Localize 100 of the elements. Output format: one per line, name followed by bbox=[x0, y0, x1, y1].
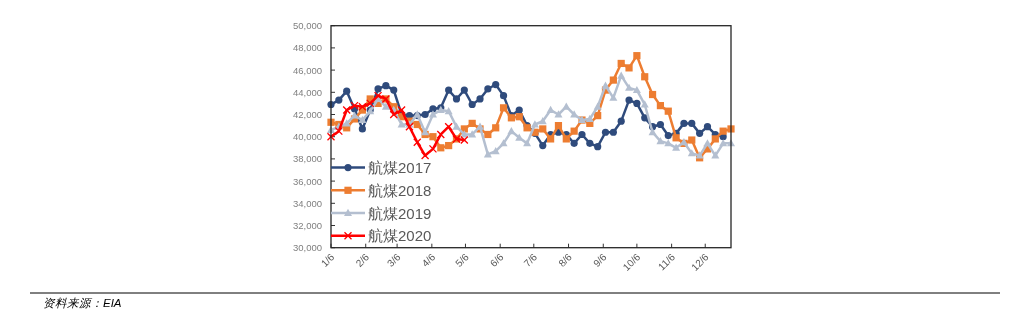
legend-label: 航煤2018 bbox=[368, 181, 432, 199]
x-tick-label: 9/6 bbox=[591, 251, 609, 269]
point bbox=[687, 149, 696, 157]
point bbox=[390, 86, 398, 94]
x-tick-label: 6/6 bbox=[487, 251, 506, 269]
x-tick-label: 8/6 bbox=[556, 251, 575, 269]
point bbox=[445, 86, 453, 94]
point bbox=[445, 141, 453, 150]
point bbox=[617, 71, 626, 79]
point bbox=[468, 130, 477, 138]
x-tick-label: 5/6 bbox=[453, 251, 472, 269]
point bbox=[633, 52, 641, 60]
point bbox=[664, 131, 672, 140]
point bbox=[625, 64, 633, 72]
point bbox=[617, 59, 625, 68]
y-tick-label: 48,000 bbox=[292, 42, 322, 54]
y-tick-label: 30,000 bbox=[292, 242, 322, 254]
point bbox=[656, 136, 665, 145]
y-tick-label: 42,000 bbox=[292, 109, 322, 120]
point bbox=[727, 125, 735, 133]
point bbox=[428, 144, 438, 154]
x-tick-label: 2/6 bbox=[353, 251, 372, 269]
point bbox=[609, 128, 617, 136]
point bbox=[585, 114, 594, 122]
point bbox=[570, 127, 578, 135]
point bbox=[601, 81, 610, 89]
y-tick-label: 34,000 bbox=[292, 197, 322, 209]
point bbox=[547, 135, 555, 143]
point bbox=[397, 105, 406, 115]
x-tick-label: 1/6 bbox=[318, 251, 337, 269]
point bbox=[492, 124, 500, 132]
point bbox=[382, 82, 390, 90]
point bbox=[421, 110, 429, 119]
point bbox=[539, 125, 547, 133]
point bbox=[335, 96, 343, 104]
x-tick-label: 4/6 bbox=[419, 251, 438, 269]
y-tick-label: 50,000 bbox=[292, 20, 322, 32]
point bbox=[656, 102, 665, 110]
point bbox=[719, 139, 728, 147]
point bbox=[326, 132, 336, 141]
point bbox=[499, 92, 508, 100]
point bbox=[444, 122, 453, 131]
y-tick-label: 32,000 bbox=[292, 220, 322, 231]
point bbox=[342, 119, 351, 127]
point bbox=[601, 128, 610, 136]
point bbox=[554, 122, 563, 130]
point bbox=[499, 139, 508, 147]
point bbox=[491, 146, 500, 155]
point bbox=[711, 151, 720, 159]
point bbox=[476, 95, 484, 103]
point bbox=[484, 130, 492, 139]
point bbox=[334, 127, 343, 136]
x-tick-label: 10/6 bbox=[620, 251, 643, 273]
point bbox=[570, 139, 578, 147]
point bbox=[641, 73, 649, 81]
point bbox=[437, 144, 445, 152]
y-tick-label: 46,000 bbox=[292, 64, 322, 76]
point bbox=[538, 116, 547, 125]
point bbox=[640, 100, 649, 108]
point bbox=[578, 130, 586, 139]
point bbox=[609, 93, 618, 101]
point bbox=[593, 102, 602, 110]
x-tick-label: 7/6 bbox=[521, 251, 540, 269]
point bbox=[562, 135, 570, 143]
point bbox=[632, 85, 641, 94]
y-tick-label: 36,000 bbox=[292, 175, 322, 187]
point bbox=[703, 123, 712, 131]
legend-label: 航煤2019 bbox=[368, 204, 432, 222]
point bbox=[696, 129, 704, 137]
point bbox=[625, 83, 634, 91]
point bbox=[468, 119, 476, 127]
point bbox=[420, 151, 430, 160]
point bbox=[381, 102, 390, 110]
point bbox=[492, 80, 500, 89]
point bbox=[539, 141, 547, 150]
point bbox=[507, 126, 516, 135]
point bbox=[586, 139, 594, 147]
point bbox=[703, 139, 712, 147]
point bbox=[680, 119, 688, 127]
point bbox=[648, 90, 657, 99]
point bbox=[429, 105, 437, 113]
y-tick-label: 44,000 bbox=[292, 86, 322, 98]
point bbox=[641, 114, 649, 122]
point bbox=[688, 119, 696, 127]
point bbox=[374, 85, 382, 93]
point bbox=[672, 134, 680, 142]
point bbox=[452, 95, 461, 103]
point bbox=[633, 99, 641, 107]
x-tick-label: 12/6 bbox=[689, 251, 711, 273]
point bbox=[515, 106, 523, 114]
point bbox=[656, 120, 665, 129]
point bbox=[436, 130, 445, 139]
point bbox=[664, 107, 672, 115]
point bbox=[460, 86, 468, 94]
legend-label: 航煤2017 bbox=[368, 159, 432, 177]
point bbox=[342, 105, 351, 115]
point bbox=[499, 104, 508, 112]
point bbox=[609, 76, 617, 84]
point bbox=[350, 111, 359, 119]
point bbox=[429, 133, 437, 141]
